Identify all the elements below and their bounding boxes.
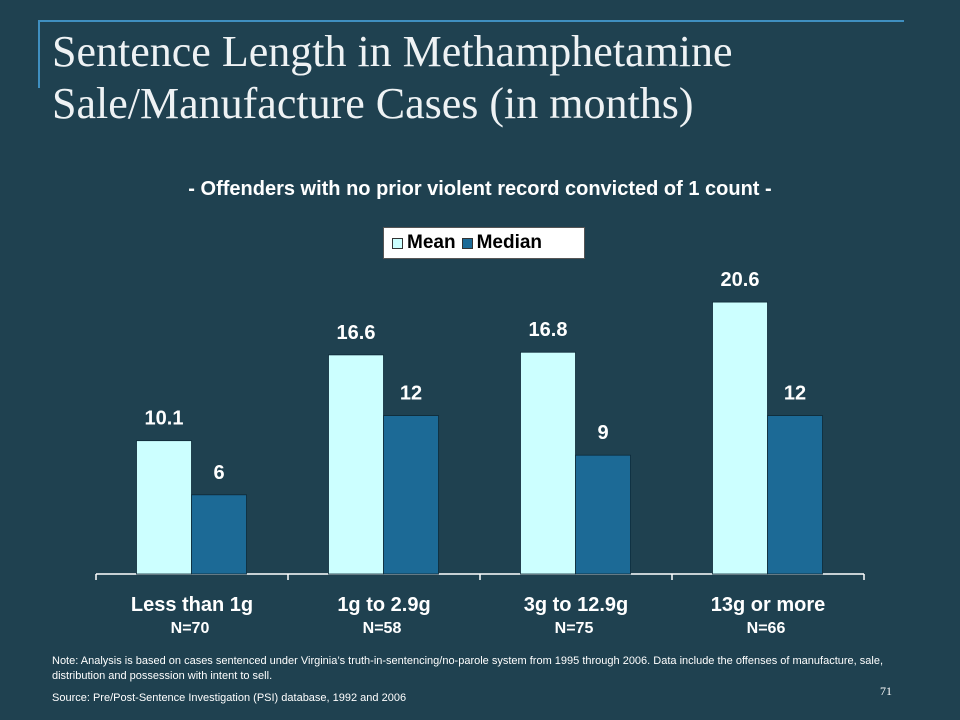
data-label-mean-2: 16.6	[337, 322, 376, 344]
data-label-median-4: 12	[784, 383, 806, 405]
data-label-mean-3: 16.8	[529, 319, 568, 341]
chart-legend: Mean Median	[383, 227, 585, 259]
bar-median-2	[383, 415, 439, 575]
legend-item-median: Median	[461, 232, 543, 254]
bar-mean-4	[712, 301, 768, 575]
data-label-mean-4: 20.6	[721, 269, 760, 291]
chart-source: Source: Pre/Post-Sentence Investigation …	[52, 692, 407, 704]
category-count-label-4: N=66	[747, 620, 786, 637]
legend-item-mean: Mean	[392, 232, 456, 254]
chart-note: Note: Analysis is based on cases sentenc…	[52, 655, 883, 682]
slide-title: Sentence Length in Methamphetamine Sale/…	[52, 27, 733, 128]
chart-subtitle: - Offenders with no prior violent record…	[188, 178, 772, 200]
category-count-label-1: N=70	[171, 620, 210, 637]
bar-mean-2	[328, 354, 384, 575]
data-label-median-2: 12	[400, 383, 422, 405]
data-label-median-3: 9	[597, 422, 608, 444]
legend-swatch-mean	[392, 237, 403, 249]
title-frame-left	[38, 20, 40, 88]
page-number: 71	[880, 684, 892, 698]
legend-label-mean: Mean	[407, 232, 456, 253]
data-label-median-1: 6	[213, 462, 224, 484]
x-tick-label-3: 3g to 12.9g	[524, 594, 628, 616]
title-frame-top	[40, 20, 904, 22]
category-count-label-2: N=58	[363, 620, 402, 637]
bar-median-1	[191, 494, 247, 575]
legend-label-median: Median	[476, 232, 543, 253]
bar-median-4	[767, 415, 823, 575]
bar-median-3	[575, 454, 631, 575]
data-label-mean-1: 10.1	[145, 408, 184, 430]
x-tick-label-2: 1g to 2.9g	[337, 594, 430, 616]
bar-mean-1	[136, 440, 192, 575]
category-count-label-3: N=75	[555, 620, 594, 637]
x-tick-label-1: Less than 1g	[131, 594, 253, 616]
x-tick-label-4: 13g or more	[711, 594, 825, 616]
bar-mean-3	[520, 351, 576, 575]
legend-swatch-median	[461, 237, 473, 249]
